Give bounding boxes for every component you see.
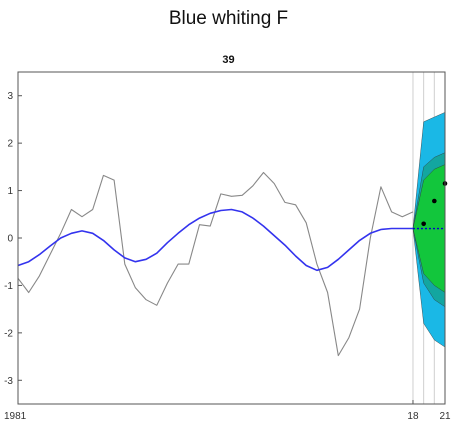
forecast-point-0 <box>421 221 426 227</box>
y-tick-label--3: -3 <box>4 376 13 387</box>
y-tick-label-2: 2 <box>7 139 13 150</box>
chart-subtitle: 39 <box>222 54 235 66</box>
y-tick-label-1: 1 <box>7 186 13 197</box>
series-line-trend <box>17 208 413 272</box>
y-tick-label-3: 3 <box>7 91 13 102</box>
plot-frame <box>17 71 446 405</box>
y-tick-label--1: -1 <box>4 281 13 292</box>
series-line-observed <box>17 171 414 357</box>
x-tick-label-0: 1981 <box>4 411 27 422</box>
y-tick-label--2: -2 <box>4 328 13 339</box>
forecast-point-1 <box>432 198 437 204</box>
x-tick-label-1: 18 <box>407 411 419 422</box>
x-tick-label-2: 21 <box>439 411 451 422</box>
y-tick-label-0: 0 <box>7 234 13 245</box>
chart-title: Blue whiting F <box>168 8 289 29</box>
